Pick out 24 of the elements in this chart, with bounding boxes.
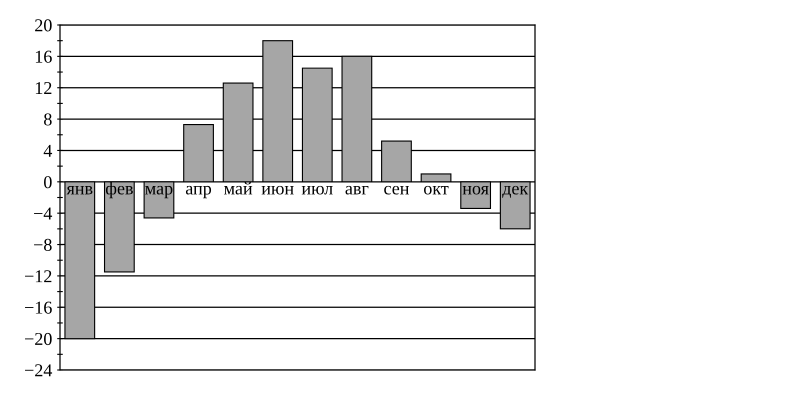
x-tick-label: янв [66, 186, 92, 194]
x-tick-label: ноя [462, 186, 489, 195]
y-tick-label: 12 [36, 82, 52, 94]
x-tick-label: дек [502, 186, 528, 198]
x-tick-label: сен [384, 186, 409, 195]
x-tick-label: апр [186, 186, 212, 198]
y-tick-label: −12 [25, 270, 52, 282]
y-tick-label: 0 [44, 176, 52, 188]
y-tick-label: 8 [44, 113, 52, 126]
x-tick-label: июн [262, 186, 294, 195]
x-tick-label: июл [302, 186, 333, 195]
x-tick-label: май [224, 182, 252, 195]
y-tick-label: 4 [44, 144, 52, 157]
x-tick-label: фев [106, 182, 133, 198]
y-tick-label: −24 [25, 364, 52, 376]
x-tick-label: мар [145, 186, 172, 198]
y-tick-label: −8 [34, 238, 52, 251]
y-tick-label: 20 [35, 19, 52, 32]
y-tick-label: −16 [25, 302, 52, 314]
y-tick-label: −4 [34, 208, 52, 220]
y-tick-label: 16 [36, 50, 52, 63]
x-tick-label: окт [424, 186, 448, 195]
x-tick-label: авг [346, 186, 368, 195]
y-tick-label: −20 [25, 332, 52, 346]
